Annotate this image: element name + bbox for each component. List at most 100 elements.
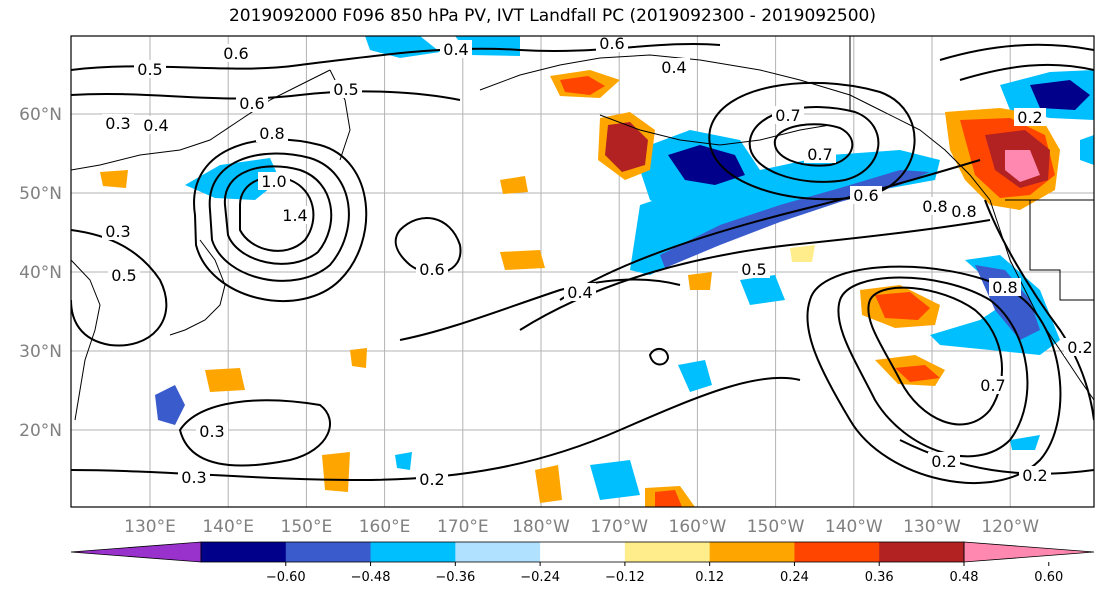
colorbar-extend-high (963, 541, 1095, 563)
positive-anomaly-east-pacific-core (895, 365, 940, 382)
contour-label: 0.2 (931, 452, 956, 471)
negative-anomaly-nw-pacific (155, 385, 185, 425)
contour-label-bg (440, 40, 472, 58)
contour-label: 1.0 (261, 172, 286, 191)
contour-subtropical-ring-1 (867, 286, 1003, 426)
positive-anomaly-small-4 (688, 272, 712, 290)
contour-label: 1.4 (282, 206, 307, 225)
border-us-states (1029, 200, 1094, 301)
coastline-asia (71, 69, 331, 171)
contour-label-layer: 0.6 0.4 0.5 0.5 0.6 0.4 0.3 0.4 0.8 0.7 1.0 1.4 0.3 0… (102, 36, 1094, 489)
contour-alaska-ring-3 (708, 81, 916, 201)
contour-north-east (939, 43, 1094, 61)
contour-label: 0.6 (223, 44, 248, 63)
positive-anomaly-small-3 (350, 348, 367, 368)
negative-anomaly-west (740, 275, 785, 305)
pv-contours (71, 42, 1094, 484)
colorbar-tick-label: 0.24 (780, 570, 809, 585)
negative-anomaly-south-center (590, 460, 640, 500)
longitude-label: 160°W (669, 517, 727, 537)
latitude-label: 20°N (19, 421, 62, 441)
positive-anomaly-west-2 (205, 368, 245, 392)
colorbar-swatch (455, 542, 541, 562)
positive-anomaly-small-2 (100, 170, 128, 188)
colorbar-swatch (794, 542, 880, 562)
positive-anomaly-west-3 (322, 452, 350, 492)
contour-label-bg (772, 106, 804, 124)
latitude-label: 60°N (19, 105, 62, 125)
contour-0-4-central (399, 278, 681, 341)
contour-label-bg (977, 376, 1009, 394)
contour-0-2-east (899, 439, 1094, 475)
colorbar-tick-label: −0.36 (435, 570, 475, 585)
contour-label-bg (1064, 338, 1094, 356)
contour-0-3-west (71, 229, 168, 347)
colorbar-tick-label: −0.48 (351, 570, 391, 585)
contour-label-bg (108, 266, 140, 284)
contour-label: 0.7 (980, 376, 1005, 395)
longitude-label: 130°E (124, 517, 176, 537)
contour-north-east-2 (959, 63, 1094, 81)
negative-anomaly-small-1 (395, 452, 412, 470)
colorbar-tick-label: 0.60 (1034, 570, 1063, 585)
contour-label: 0.2 (1022, 466, 1047, 485)
contour-label-bg (256, 124, 288, 142)
map-panel: 0.6 0.4 0.5 0.5 0.6 0.4 0.3 0.4 0.8 0.7 1.0 1.4 0.3 0… (70, 35, 1095, 508)
contour-subtropical-ring-2 (837, 276, 1029, 458)
negative-anomaly-canada-core (1030, 80, 1090, 110)
colorbar-tick-label: −0.12 (605, 570, 645, 585)
contour-label-bg (1014, 108, 1046, 126)
contour-label: 0.3 (199, 422, 224, 441)
contour-label-bg (140, 116, 172, 134)
contour-label: 0.7 (775, 106, 800, 125)
contour-label-bg (928, 452, 960, 470)
positive-anomaly-bering-core (560, 76, 605, 95)
negative-anomaly-core-alaska (668, 145, 745, 185)
contour-label: 0.5 (111, 266, 136, 285)
longitude-label: 130°W (903, 517, 961, 537)
coastline-north-america-west (989, 199, 1094, 401)
negative-anomaly-small-2 (1080, 135, 1094, 165)
longitude-label: 160°E (359, 517, 411, 537)
longitude-label: 140°W (825, 517, 883, 537)
positive-anomaly-west-1 (500, 250, 545, 270)
contour-label: 0.8 (951, 202, 976, 221)
contour-label: 0.7 (807, 145, 832, 164)
contour-label: 0.4 (567, 283, 592, 302)
contour-label: 0.3 (105, 114, 130, 133)
coastline-alaska (479, 54, 991, 201)
map-frame (70, 35, 1095, 508)
coastlines (71, 36, 1094, 421)
negative-anomaly-top-dateline (365, 36, 440, 58)
contour-label: 0.4 (143, 116, 168, 135)
colorbar-tick-label: 0.48 (950, 570, 979, 585)
colorbar-frame (200, 541, 965, 563)
contour-west-coast (984, 199, 1094, 421)
positive-anomaly-subtropical-high-core (875, 292, 930, 320)
positive-anomaly-small-5 (790, 245, 815, 262)
contour-label: 0.8 (259, 124, 284, 143)
longitude-label: 140°E (202, 517, 254, 537)
colorbar-swatch (540, 542, 626, 562)
positive-anomaly-aleutian-core (605, 122, 648, 172)
contour-label-bg (1019, 466, 1051, 484)
colorbar-swatch (285, 542, 372, 562)
contour-label-bg (236, 94, 268, 112)
contour-low-ring-3 (208, 152, 350, 282)
contour-label-bg (948, 202, 980, 220)
figure-title: 2019092000 F096 850 hPa PV, IVT Landfall… (228, 6, 876, 26)
contour-label-bg (330, 80, 362, 98)
contour-low-ring-4 (193, 138, 368, 302)
contour-0-3-sw (178, 399, 331, 467)
contour-label: 0.8 (922, 197, 947, 216)
contour-label-bg (850, 186, 882, 204)
coastline-japan (169, 239, 226, 336)
contour-alaska-ring-1 (773, 123, 854, 167)
contour-label: 0.4 (443, 40, 468, 59)
latitude-label: 40°N (19, 263, 62, 283)
colorbar-tick-label: −0.60 (266, 570, 306, 585)
colorbar-swatch (709, 542, 795, 562)
colorbar-tick-label: −0.24 (520, 570, 560, 585)
contour-label-bg (178, 468, 210, 486)
